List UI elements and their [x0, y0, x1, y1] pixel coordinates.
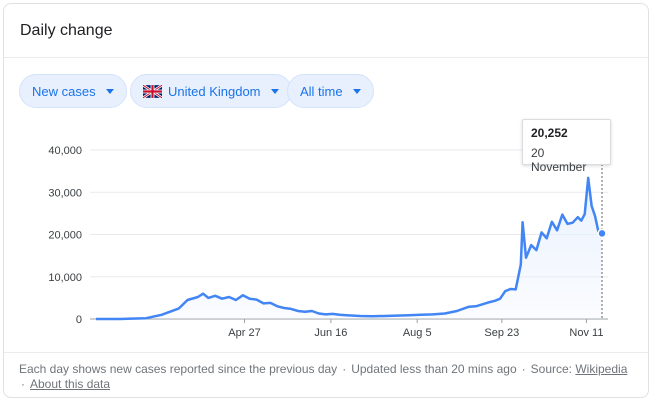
footer: Each day shows new cases reported since … — [19, 362, 639, 392]
header-divider — [4, 57, 648, 58]
about-data-link[interactable]: About this data — [30, 377, 111, 391]
region-dropdown-label: United Kingdom — [168, 83, 261, 99]
y-tick-label: 40,000 — [48, 145, 82, 157]
hover-point — [597, 228, 607, 239]
daily-cases-chart[interactable]: 0 10,000 20,000 30,000 40,000 Apr 27 Jun 16 Aug… — [4, 119, 649, 344]
x-tick-label: Apr 27 — [228, 327, 260, 339]
footer-separator: · — [342, 362, 347, 376]
period-dropdown[interactable]: All time — [287, 74, 374, 108]
y-tick-label: 30,000 — [48, 187, 82, 199]
chevron-down-icon — [352, 88, 361, 94]
x-tick-label: Sep 23 — [484, 327, 519, 339]
tooltip-value: 20,252 — [531, 126, 568, 140]
card-title: Daily change — [20, 22, 113, 39]
series-line — [96, 176, 603, 321]
footer-divider — [4, 352, 648, 353]
daily-change-card: Daily change New cases United Kingdom Al… — [3, 3, 649, 398]
tooltip-date: 20 November — [531, 146, 587, 174]
metric-dropdown-label: New cases — [32, 83, 96, 99]
footer-separator: · — [21, 377, 25, 391]
y-tick-label: 0 — [76, 314, 82, 326]
chevron-down-icon — [270, 88, 279, 94]
footer-updated: Updated less than 20 mins ago — [351, 362, 517, 376]
period-dropdown-label: All time — [300, 83, 343, 99]
x-tick-label: Nov 11 — [569, 327, 603, 339]
source-label: Source: — [530, 362, 572, 376]
x-tick-label: Jun 16 — [314, 327, 347, 339]
series-area — [96, 177, 602, 319]
metric-dropdown[interactable]: New cases — [19, 74, 127, 108]
wikipedia-link[interactable]: Wikipedia — [575, 362, 628, 376]
chevron-down-icon — [105, 88, 114, 94]
x-tick-label: Aug 5 — [403, 327, 432, 339]
uk-flag-icon — [143, 83, 162, 99]
y-tick-label: 10,000 — [48, 272, 82, 284]
footer-separator: · — [521, 362, 526, 376]
region-dropdown[interactable]: United Kingdom — [130, 74, 292, 108]
chart-tooltip: 20,252 20 November — [522, 119, 611, 174]
footer-description: Each day shows new cases reported since … — [19, 362, 338, 376]
y-tick-label: 20,000 — [48, 230, 82, 242]
